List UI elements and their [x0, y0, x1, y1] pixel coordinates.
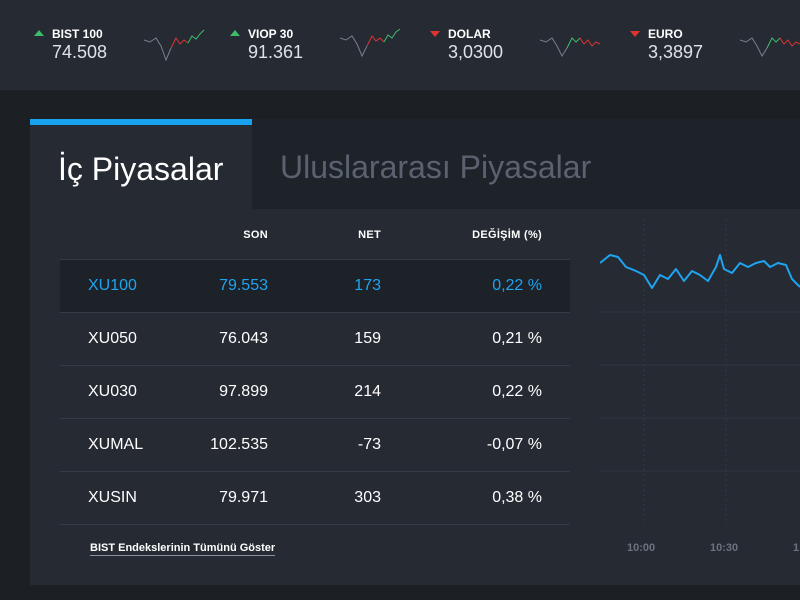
- column-header-degisim: DEĞİŞİM (%): [472, 229, 542, 241]
- cell-net: 214: [354, 383, 381, 400]
- cell-degisim: 0,22 %: [492, 383, 542, 400]
- index-table: SON NET DEĞİŞİM (%) XU100 79.553 173 0,2…: [60, 209, 570, 525]
- table-row[interactable]: XU030 97.899 214 0,22 %: [60, 366, 570, 419]
- column-header-net: NET: [358, 229, 381, 241]
- cell-degisim: -0,07 %: [486, 436, 542, 453]
- cell-name: XU030: [88, 383, 137, 400]
- ticker-name: BIST 100: [52, 27, 103, 41]
- cell-son: 76.043: [219, 330, 268, 347]
- cell-name: XUSIN: [88, 489, 137, 506]
- cell-degisim: 0,38 %: [492, 489, 542, 506]
- cell-net: -73: [357, 436, 381, 453]
- ticker-value: 91.361: [248, 42, 304, 62]
- sparkline-icon: [540, 37, 601, 58]
- ticker-name: EURO: [648, 27, 683, 41]
- table-header: SON NET DEĞİŞİM (%): [60, 209, 570, 260]
- ticker-name: DOLAR: [448, 27, 491, 41]
- markets-panel: İç Piyasalar Uluslararası Piyasalar SON …: [30, 119, 800, 585]
- cell-son: 102.535: [210, 436, 268, 453]
- market-tabs: İç Piyasalar Uluslararası Piyasalar: [30, 119, 800, 209]
- intraday-chart: [600, 219, 800, 525]
- cell-net: 303: [354, 489, 381, 506]
- chart-time-label: 10:00: [627, 542, 656, 554]
- tab-label: Uluslararası Piyasalar: [280, 149, 592, 185]
- table-row[interactable]: XU100 79.553 173 0,22 %: [60, 260, 570, 313]
- arrow-down-icon: [630, 31, 640, 37]
- chart-time-label: 1: [793, 542, 800, 554]
- market-ticker-bar: BIST 100 74.508 VIOP 30 91.361 DOLAR 3,0…: [0, 0, 800, 90]
- cell-net: 173: [354, 277, 381, 294]
- table-row[interactable]: XU050 76.043 159 0,21 %: [60, 313, 570, 366]
- cell-degisim: 0,22 %: [492, 277, 542, 294]
- cell-name: XU100: [88, 277, 137, 294]
- cell-name: XUMAL: [88, 436, 144, 453]
- cell-son: 97.899: [219, 383, 268, 400]
- cell-son: 79.971: [219, 489, 268, 506]
- ticker-value: 74.508: [52, 42, 108, 62]
- ticker-value: 3,0300: [448, 42, 504, 62]
- tab-domestic-markets[interactable]: İç Piyasalar: [30, 119, 252, 209]
- cell-name: XU050: [88, 330, 137, 347]
- ticker-name: VIOP 30: [248, 27, 294, 41]
- column-header-son: SON: [243, 229, 268, 241]
- cell-net: 159: [354, 330, 381, 347]
- tab-label: İç Piyasalar: [58, 151, 224, 187]
- table-row[interactable]: XUSIN 79.971 303 0,38 %: [60, 472, 570, 525]
- sparkline-icon: [740, 37, 800, 58]
- arrow-down-icon: [430, 31, 440, 37]
- chart-line: [600, 254, 800, 289]
- cell-degisim: 0,21 %: [492, 330, 542, 347]
- arrow-up-icon: [230, 30, 240, 36]
- arrow-up-icon: [34, 30, 44, 36]
- sparkline-icon: [144, 29, 205, 62]
- ticker-value: 3,3897: [648, 42, 704, 62]
- tab-international-markets[interactable]: Uluslararası Piyasalar: [252, 119, 612, 209]
- cell-son: 79.553: [219, 277, 268, 294]
- show-all-indices-link[interactable]: BIST Endekslerinin Tümünü Göster: [90, 542, 276, 556]
- table-row[interactable]: XUMAL 102.535 -73 -0,07 %: [60, 419, 570, 472]
- sparkline-icon: [340, 28, 401, 58]
- chart-time-label: 10:30: [710, 542, 739, 554]
